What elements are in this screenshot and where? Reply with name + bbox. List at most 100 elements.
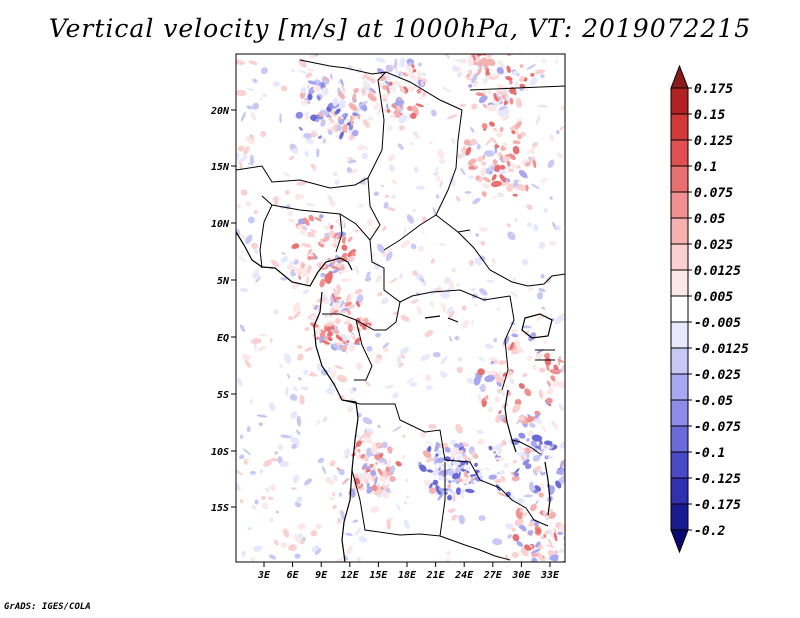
field-blob [436,176,441,182]
field-blob [397,143,404,150]
field-blob [329,460,336,467]
field-blob [236,89,247,97]
field-blob [243,146,250,155]
field-blob [434,170,439,178]
field-blob [333,474,338,482]
colorbar-label: 0.05 [694,212,725,227]
lat-label: 5N [217,276,230,287]
field-blob [383,346,390,353]
field-blob [417,245,424,252]
field-blob [486,54,493,58]
colorbar-bin [670,425,689,453]
field-blob [538,492,544,498]
field-blob [247,216,255,224]
lake-malawi [544,461,551,516]
field-blob [461,305,467,311]
field-blob [294,533,301,544]
field-blob [245,136,255,145]
field-blob [294,553,301,559]
field-blob [421,91,427,98]
field-blob [490,165,495,172]
field-blob [481,161,487,166]
field-blob [478,177,484,183]
field-blob [494,164,501,173]
field-blob [493,92,500,102]
field-blob [512,193,518,197]
field-blob [538,241,546,250]
field-blob [258,422,263,427]
field-blob [468,84,473,88]
field-blob [307,68,314,72]
field-blob [341,345,348,351]
field-blob [360,453,366,459]
field-blob [534,485,542,492]
field-blob [240,189,248,196]
field-blob [484,343,494,350]
field-blob [543,340,547,345]
field-blob [291,68,295,73]
field-blob [370,470,377,476]
field-blob [327,257,331,261]
field-blob [425,440,434,446]
field-blob [518,383,525,389]
field-blob [484,467,490,471]
field-blob [497,170,508,175]
field-blob [449,491,457,496]
field-blob [253,545,263,552]
field-blob [478,356,485,362]
field-blob [274,195,279,206]
field-blob [344,343,349,347]
field-blob [403,519,410,530]
field-blob [549,196,553,200]
field-blob [267,496,274,500]
field-blob [458,514,465,525]
field-blob [322,416,328,423]
field-blob [469,447,474,452]
field-blob [409,382,418,387]
field-blob [509,342,515,350]
colorbar-label: 0.075 [694,186,733,201]
field-blob [436,194,440,199]
field-blob [526,355,533,362]
field-blob [300,386,309,391]
field-blob [317,457,325,464]
field-blob [558,564,563,568]
field-blob [280,277,288,281]
colorbar-bin [670,269,689,297]
field-blob [358,434,366,441]
field-blob [296,429,301,436]
field-blob [473,375,481,386]
field-blob [450,455,455,459]
field-blob [510,163,516,169]
field-blob [287,211,293,216]
colorbar-bin [670,451,689,479]
field-blob [394,58,398,70]
field-blob [551,221,557,231]
field-blob [341,244,348,251]
field-blob [462,442,469,448]
field-blob [506,184,514,192]
colorbar-bin [670,191,689,219]
field-blob [302,265,307,274]
field-blob [348,292,353,304]
field-blob [238,256,246,262]
field-blob [395,461,402,467]
colorbar-bin [670,347,689,375]
field-blob [548,538,553,547]
colorbar-label: 0.1 [694,160,717,175]
field-blob [334,365,344,370]
field-blob [415,185,425,190]
field-blob [250,338,262,344]
field-blob [524,544,532,551]
field-blob [528,521,536,527]
field-blob [518,415,526,422]
field-blob [329,73,333,80]
field-blob [345,129,355,133]
field-blob [487,41,494,47]
field-blob [332,259,335,267]
field-blob [391,82,396,93]
field-blob [358,536,368,543]
field-blob [516,165,521,169]
field-blob [296,345,303,349]
field-blob [343,321,350,325]
